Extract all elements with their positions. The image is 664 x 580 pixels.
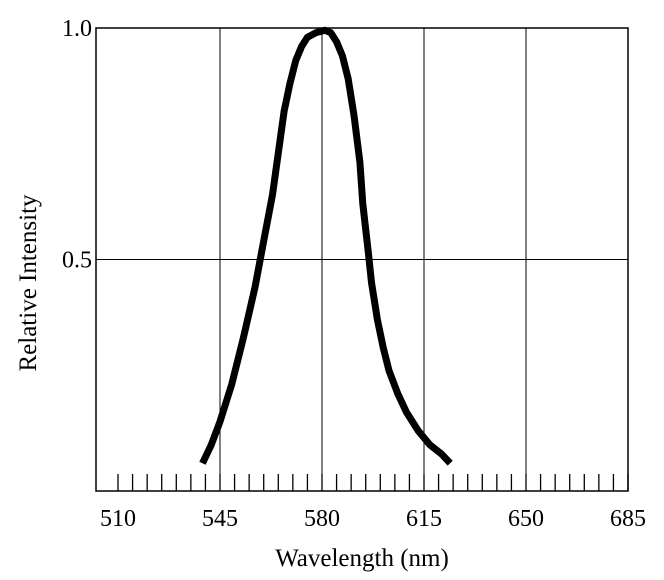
- y-axis-label: Relative Intensity: [15, 194, 42, 372]
- x-tick-label: 685: [610, 506, 646, 532]
- x-tick-label: 545: [202, 506, 238, 532]
- y-tick-label: 0.5: [62, 248, 92, 274]
- x-tick-label: 580: [304, 506, 340, 532]
- x-axis-label: Wavelength (nm): [275, 545, 449, 572]
- series-layer: [199, 26, 453, 466]
- x-tick-label: 615: [406, 506, 442, 532]
- x-tick-labels: 510 545 580 615 650 685: [100, 506, 646, 532]
- intensity-curve: [199, 26, 453, 466]
- y-tick-label: 1.0: [62, 16, 92, 42]
- x-tick-label: 650: [508, 506, 544, 532]
- y-tick-labels: 0.5 1.0: [62, 16, 92, 274]
- x-tick-label: 510: [100, 506, 136, 532]
- x-minor-ticks: [117, 474, 629, 491]
- grid-lines: [96, 28, 628, 491]
